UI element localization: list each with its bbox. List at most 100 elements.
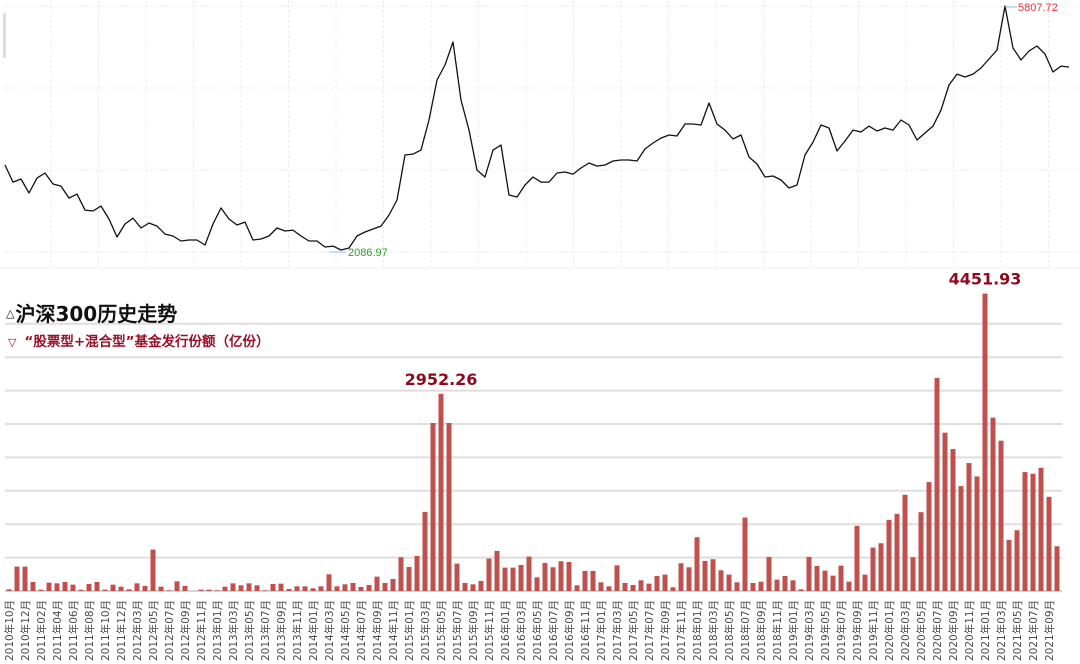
fund-bars xyxy=(6,293,1060,591)
bar-2015年12月 xyxy=(494,550,500,591)
bar-2015年04月 xyxy=(430,422,436,591)
bar-2010年12月 xyxy=(22,566,28,591)
bar-2017年06月 xyxy=(638,580,644,591)
bar-2014年05月 xyxy=(342,584,348,591)
index-line xyxy=(4,5,1070,251)
bar-2014年02月 xyxy=(318,586,324,591)
bar-2014年06月 xyxy=(350,582,356,591)
bar-2011年12月 xyxy=(118,586,124,591)
bar-2019年01月 xyxy=(790,580,796,591)
bar-2012年07月 xyxy=(166,590,172,591)
x-axis-ticks: 2010年10月 2010年12月 2011年02月 2011年04月 2011年06月… xyxy=(3,600,1056,661)
bar-2018年10月 xyxy=(766,556,772,591)
bar-2021年09月 xyxy=(1046,496,1052,591)
bar-2018年08月 xyxy=(750,582,756,591)
bar-2013年11月 xyxy=(294,586,300,591)
x-tick-label: 2016年07月 xyxy=(547,600,560,661)
x-tick-label: 2012年11月 xyxy=(195,600,208,661)
bar-2016年06月 xyxy=(542,562,548,591)
bar-2011年03月 xyxy=(46,582,52,591)
bar-2010年10月 xyxy=(6,589,12,591)
bar-2021年01月 xyxy=(982,293,988,591)
bar-data-label-2021-01: 4451.93 xyxy=(949,270,1022,289)
bar-2020年05月 xyxy=(918,512,924,591)
bar-2019年12月 xyxy=(878,543,884,591)
x-tick-label: 2012年03月 xyxy=(131,600,144,661)
bar-2016年01月 xyxy=(502,567,508,591)
x-tick-label: 2018年05月 xyxy=(723,600,736,661)
bar-2013年04月 xyxy=(238,585,244,591)
x-tick-label: 2011年02月 xyxy=(35,600,48,661)
bar-2015年08月 xyxy=(462,582,468,591)
bar-2017年03月 xyxy=(614,565,620,591)
bar-2021年03月 xyxy=(998,440,1004,591)
bar-2016年10月 xyxy=(574,585,580,591)
x-tick-label: 2013年07月 xyxy=(259,600,272,661)
index-chart-grid xyxy=(5,0,1080,268)
bar-2019年07月 xyxy=(838,565,844,591)
bar-2016年08月 xyxy=(558,561,564,591)
bar-2013年07月 xyxy=(262,590,268,591)
bar-2018年11月 xyxy=(774,579,780,591)
bar-2014年12月 xyxy=(398,557,404,591)
bar-2012年09月 xyxy=(182,585,188,591)
bar-2012年12月 xyxy=(206,589,212,591)
bar-2018年09月 xyxy=(758,581,764,591)
x-tick-label: 2021年01月 xyxy=(979,600,992,661)
legend-fund: ▽ “股票型+混合型”基金发行份额（亿份） xyxy=(8,330,270,350)
x-tick-label: 2013年09月 xyxy=(275,600,288,661)
bar-2019年02月 xyxy=(798,589,804,591)
x-tick-label: 2014年03月 xyxy=(323,600,336,661)
index-min-label: 2086.97 xyxy=(348,247,388,259)
bar-2020年09月 xyxy=(950,449,956,591)
x-tick-label: 2017年11月 xyxy=(675,600,688,661)
bar-2019年09月 xyxy=(854,525,860,591)
x-tick-label: 2020年05月 xyxy=(915,600,928,661)
bar-2020年07月 xyxy=(934,377,940,591)
bar-2021年10月 xyxy=(1054,546,1060,591)
bar-2012年05月 xyxy=(150,549,156,591)
bar-2011年04月 xyxy=(54,583,60,591)
bar-2015年07月 xyxy=(454,563,460,591)
x-tick-label: 2018年11月 xyxy=(771,600,784,661)
x-tick-label: 2012年05月 xyxy=(147,600,160,661)
bar-2011年01月 xyxy=(30,581,36,591)
x-tick-label: 2017年03月 xyxy=(611,600,624,661)
bar-2020年02月 xyxy=(894,513,900,591)
x-tick-label: 2018年03月 xyxy=(707,600,720,661)
bar-2016年12月 xyxy=(590,570,596,591)
bar-2020年12月 xyxy=(974,476,980,591)
x-tick-label: 2014年09月 xyxy=(371,600,384,661)
bar-2021年07月 xyxy=(1030,473,1036,591)
x-tick-label: 2014年05月 xyxy=(339,600,352,661)
triangle-up-icon: △ xyxy=(6,307,15,320)
legend-index: △沪深300历史走势 xyxy=(6,298,177,327)
bar-2015年06月 xyxy=(446,422,452,591)
bar-2020年03月 xyxy=(902,494,908,591)
bar-2017年09月 xyxy=(662,574,668,591)
bar-2010年11月 xyxy=(14,566,20,591)
bar-2016年04月 xyxy=(526,556,532,591)
bar-2016年07月 xyxy=(550,567,556,591)
x-tick-label: 2018年09月 xyxy=(755,600,768,661)
x-tick-label: 2017年01月 xyxy=(595,600,608,661)
x-tick-label: 2015年11月 xyxy=(483,600,496,661)
bar-2021年02月 xyxy=(990,417,996,591)
bar-2019年08月 xyxy=(846,581,852,591)
bar-2011年10月 xyxy=(102,589,108,591)
bar-2017年02月 xyxy=(606,586,612,591)
bar-2011年06月 xyxy=(70,584,76,591)
bar-2017年01月 xyxy=(598,582,604,591)
scrollbar[interactable] xyxy=(3,13,6,58)
bar-2013年08月 xyxy=(270,583,276,591)
bar-2015年09月 xyxy=(470,584,476,591)
bar-2019年03月 xyxy=(806,556,812,591)
x-tick-label: 2012年07月 xyxy=(163,600,176,661)
bar-2021年04月 xyxy=(1006,539,1012,591)
x-tick-label: 2016年01月 xyxy=(499,600,512,661)
x-tick-label: 2016年11月 xyxy=(579,600,592,661)
x-tick-label: 2020年01月 xyxy=(883,600,896,661)
x-tick-label: 2015年03月 xyxy=(419,600,432,661)
bar-2012年03月 xyxy=(134,583,140,591)
bar-2020年06月 xyxy=(926,482,932,591)
